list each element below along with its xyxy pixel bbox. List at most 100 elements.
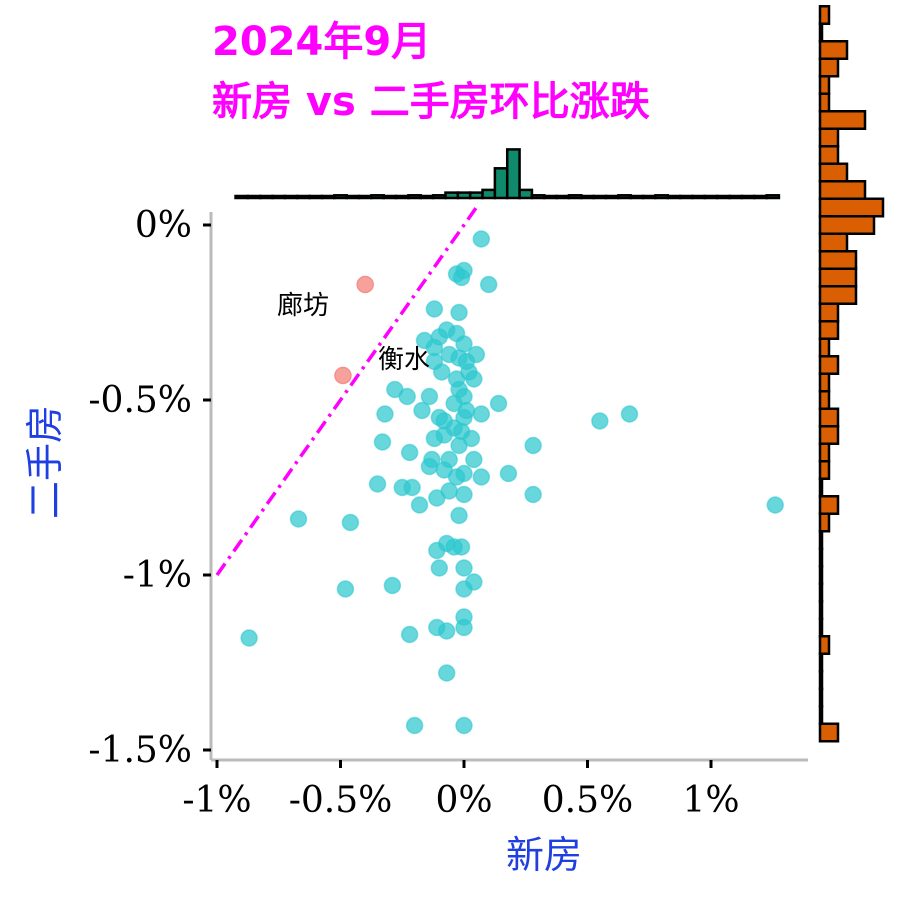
x-hist-bar [444,191,460,200]
x-hist-bar [728,194,744,200]
x-hist-bar [234,194,250,200]
x-hist-bar [592,194,608,200]
reference-diagonal-line [215,202,481,577]
y-hist-bar [818,355,840,375]
y-hist-bar [818,5,831,25]
x-hist-bar [654,194,670,200]
data-point [455,716,473,735]
y-hist-bar [818,302,840,323]
x-tick-label: 0.5% [542,780,633,821]
data-point [403,478,421,497]
data-point [289,510,308,528]
data-point [400,443,419,462]
y-hist-bar [818,162,849,183]
data-point [465,370,483,388]
data-point [413,401,431,420]
y-hist-bar [818,145,840,165]
x-hist-bar [567,194,583,200]
data-point [433,363,451,381]
x-tick-label: -1% [182,780,251,821]
y-hist-bar [818,180,867,200]
data-point [430,559,449,577]
y-hist-bar [818,512,831,533]
y-hist-bar [818,652,824,673]
data-point [425,300,444,318]
x-hist-bar [505,148,521,200]
data-point [437,664,456,682]
x-hist-bar [431,194,447,200]
data-point [437,622,456,640]
x-hist-bar [580,194,595,200]
y-tick-label: -1% [123,555,192,596]
y-hist-bar [818,425,840,445]
y-hist-bar [818,285,858,305]
data-point [240,629,258,647]
y-hist-bar [818,232,849,253]
y-hist-bar [818,267,858,288]
y-hist-bar [818,705,824,725]
highlighted-point [334,366,352,385]
data-point [472,405,491,423]
data-point [472,468,491,486]
data-point [420,387,439,406]
data-point [591,412,609,430]
x-hist-bar [740,194,756,200]
x-hist-bar [555,194,571,200]
data-point [400,625,419,644]
x-hist-bar [394,194,410,200]
y-hist-bar [818,40,849,60]
highlighted-point [356,275,374,294]
y-tick-label: -0.5% [88,380,192,421]
x-hist-bar [283,194,299,200]
x-hist-bar [468,191,484,200]
x-hist-bar [666,194,682,200]
y-hist-bar [818,75,831,95]
y-marginal-histogram [818,5,885,743]
y-hist-bar [818,250,858,270]
data-point [455,580,473,598]
x-tick-label: 1% [682,780,739,821]
y-axis-ticks: 0% -0.5% -1% -1.5% [88,205,211,771]
x-hist-bar [765,194,781,200]
data-point [452,538,471,556]
x-hist-bar [604,194,620,200]
y-hist-bar [818,600,824,620]
y-hist-bar [818,582,824,603]
data-point [455,618,473,637]
x-hist-bar [617,194,632,200]
y-hist-bar [818,92,831,113]
x-tick-label: 0% [435,780,492,821]
y-axis-title: 二手房 [23,405,67,519]
data-point [472,230,491,248]
x-tick-label: -0.5% [289,780,393,821]
data-point [455,485,473,504]
y-tick-label: 0% [135,205,192,246]
point-annotation: 廊坊 [277,291,329,321]
x-hist-bar [518,188,534,200]
data-point [373,433,392,451]
y-hist-bar [818,477,824,498]
y-hist-bar [818,407,840,428]
data-point [445,419,463,437]
point-annotation: 衡水 [378,345,430,375]
data-point [341,513,360,532]
x-hist-bar [678,194,694,200]
data-point [398,387,416,406]
data-point [489,394,508,413]
chart-title-line-2: 新房 vs 二手房环比涨跌 [212,79,650,125]
x-hist-bar [456,191,472,200]
x-hist-bar [271,194,287,200]
x-hist-bar [641,194,657,200]
data-point [479,275,498,294]
x-hist-bar [333,194,348,200]
y-hist-bar [818,57,840,78]
data-point [620,405,639,423]
scatter-points [240,230,784,735]
y-hist-bar [818,127,840,148]
y-hist-bar [818,687,824,708]
y-hist-bar [818,442,831,463]
data-point [766,496,784,514]
data-point [450,303,468,322]
